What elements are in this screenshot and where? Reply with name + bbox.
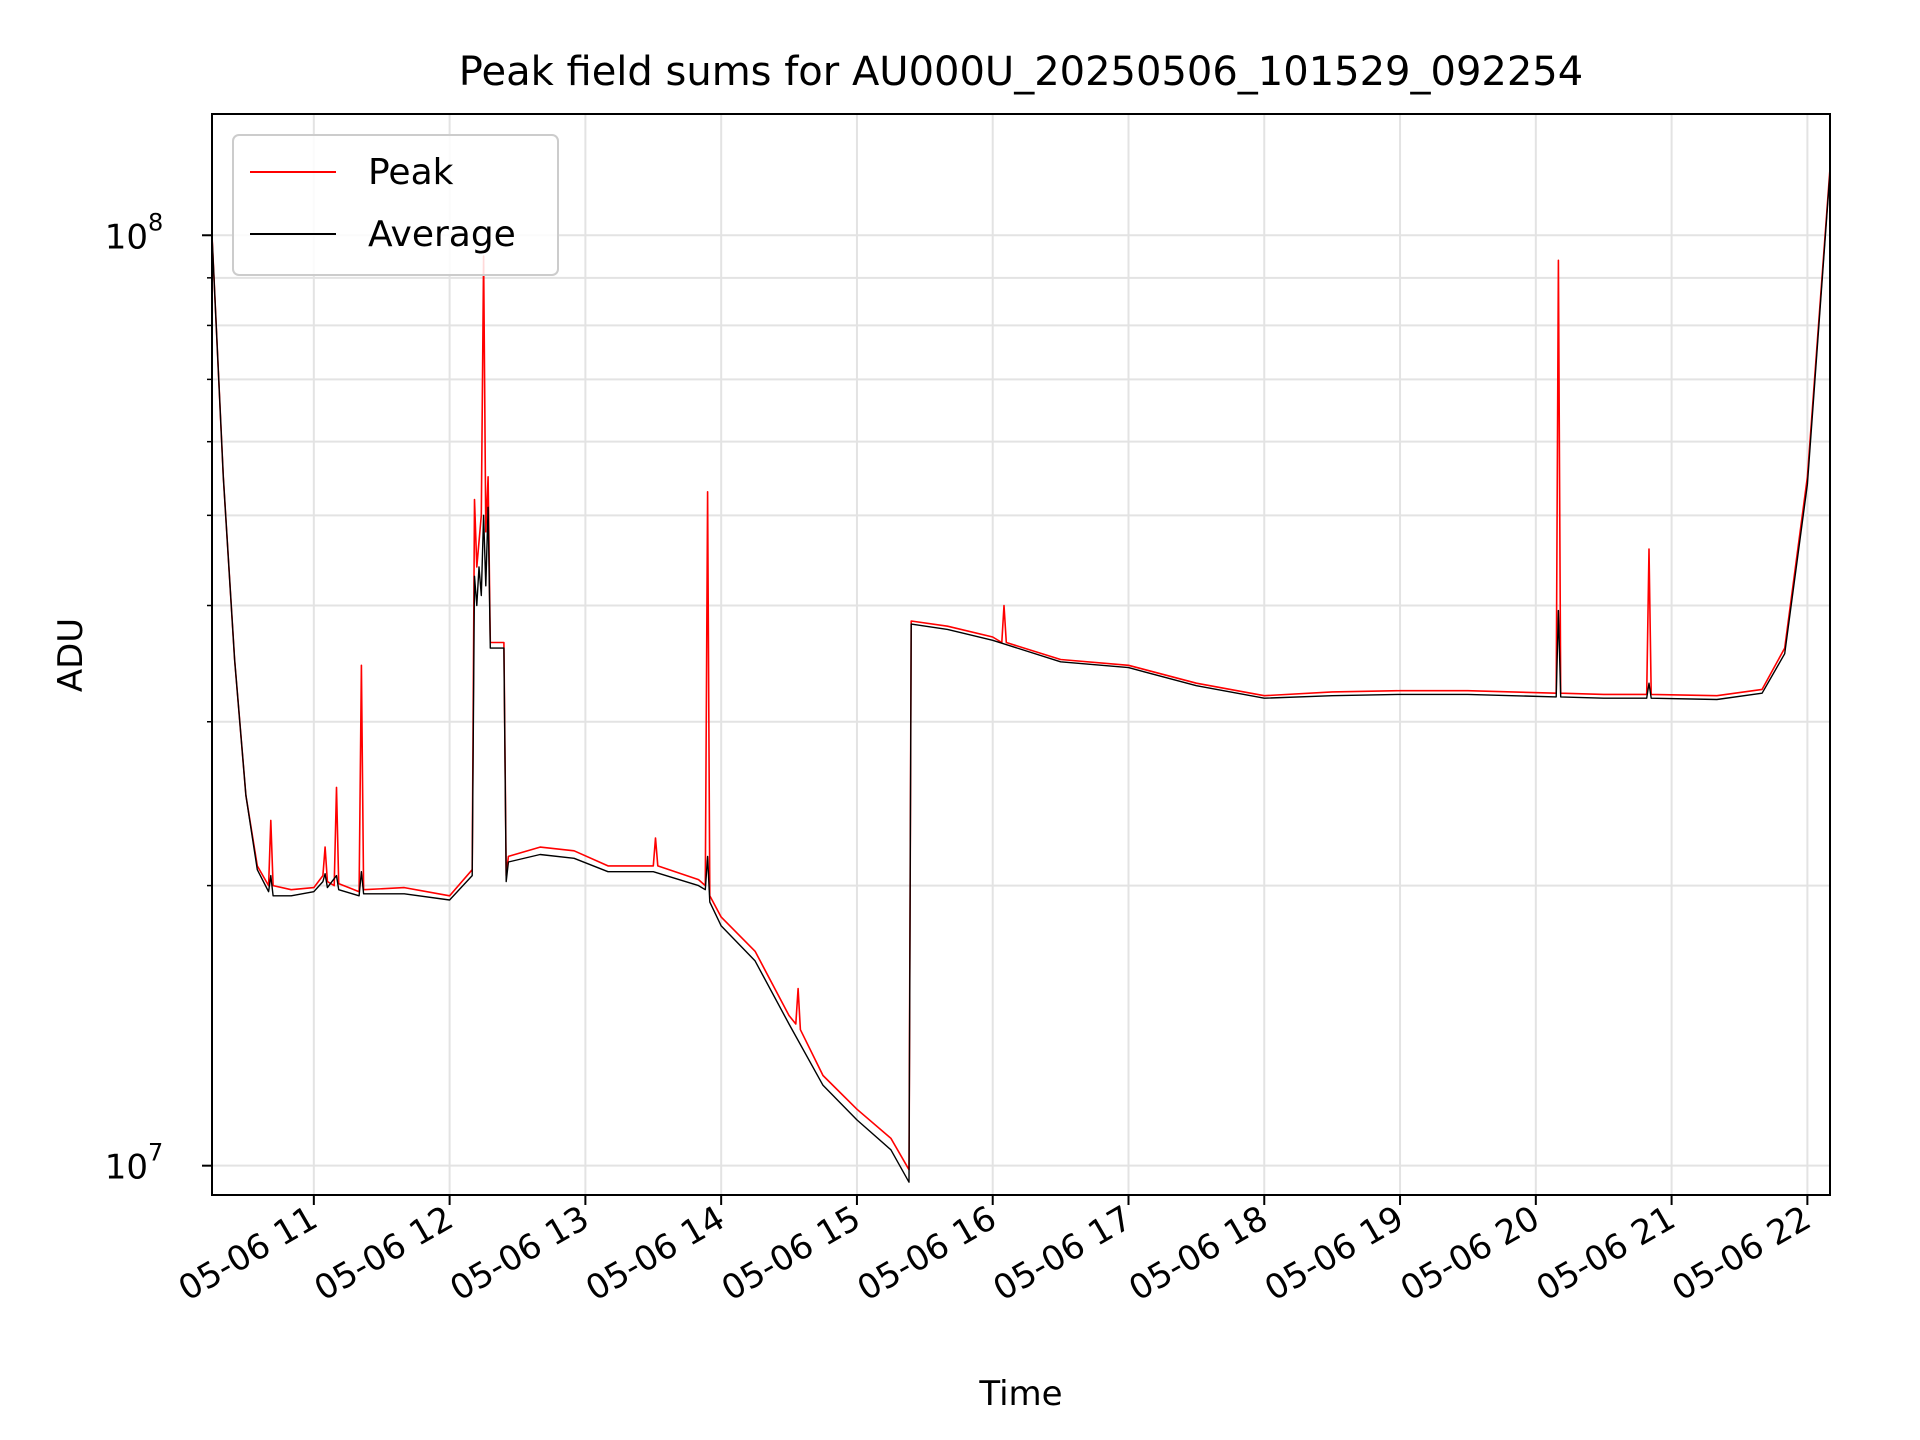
legend-box [232,134,559,276]
series-layer [212,168,1830,1183]
y-tick-label-exponent: 7 [148,1139,163,1167]
legend: Peak Average [232,134,559,276]
y-tick-label: 10 [105,1148,148,1188]
legend-label-average: Average [368,214,516,255]
y-tick-label-exponent: 8 [148,208,163,236]
chart-title: Peak field sums for AU000U_20250506_1015… [459,49,1583,95]
y-tick-label: 10 [105,217,148,257]
series-line-average [212,171,1830,1183]
y-axis-label: ADU [51,618,91,692]
plot-frame [211,113,1831,1196]
series-line-peak [212,168,1830,1171]
x-axis-label: Time [978,1374,1062,1414]
legend-label-peak: Peak [368,152,454,193]
grid [212,114,1830,1195]
